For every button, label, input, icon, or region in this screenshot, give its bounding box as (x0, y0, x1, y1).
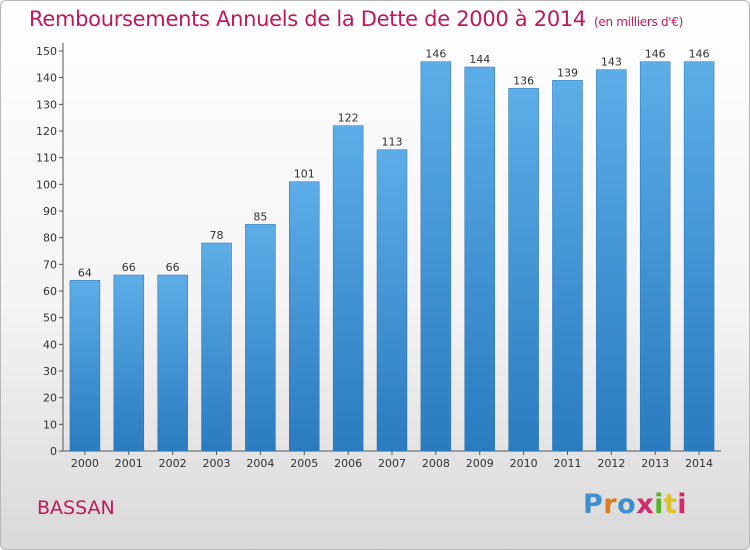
value-label-2000: 64 (78, 266, 92, 279)
logo-letter: t (663, 489, 678, 520)
bar-2008 (420, 61, 452, 452)
logo-letter: i (677, 489, 688, 520)
y-tick-label: 30 (43, 365, 57, 378)
logo-letter: o (617, 489, 637, 520)
y-tick-label: 70 (43, 258, 57, 271)
bar-2000 (69, 280, 101, 452)
x-tick-label-2001: 2001 (115, 457, 143, 470)
value-label-2014: 146 (689, 48, 710, 61)
y-tick-label: 150 (36, 45, 57, 58)
commune-name: BASSAN (37, 497, 115, 519)
logo-letter: i (654, 489, 664, 520)
value-label-2001: 66 (122, 261, 136, 274)
value-label-2011: 139 (557, 66, 578, 79)
x-tick-label-2003: 2003 (203, 457, 231, 470)
value-label-2005: 101 (294, 168, 315, 181)
bar-2005 (289, 181, 320, 452)
logo-letter: x (636, 489, 655, 520)
proxiti-logo[interactable]: Proxiti (583, 489, 687, 520)
logo-letter: P (583, 489, 604, 520)
x-tick-label-2008: 2008 (422, 457, 450, 470)
bar-2010 (508, 88, 539, 452)
x-tick-label-2005: 2005 (290, 457, 318, 470)
value-label-2003: 78 (210, 229, 224, 242)
bar-2009 (464, 66, 495, 452)
x-tick-label-2011: 2011 (553, 457, 581, 470)
logo-letter: r (603, 489, 618, 520)
value-label-2013: 146 (645, 48, 666, 61)
bar-2007 (376, 149, 408, 452)
y-tick-label: 50 (43, 312, 57, 325)
x-tick-label-2010: 2010 (510, 457, 538, 470)
bar-2012 (596, 69, 627, 452)
x-tick-label-2009: 2009 (466, 457, 494, 470)
value-label-2006: 122 (338, 112, 359, 125)
bar-2006 (332, 125, 364, 452)
x-tick-label-2014: 2014 (685, 457, 713, 470)
x-tick-label-2000: 2000 (71, 457, 99, 470)
bar-2013 (639, 61, 671, 452)
y-tick-label: 130 (36, 98, 57, 111)
chart-title-text: Remboursements Annuels de la Dette de 20… (29, 7, 586, 31)
value-label-2004: 85 (253, 210, 267, 223)
bar-2004 (245, 224, 276, 452)
y-tick-label: 40 (43, 338, 57, 351)
value-label-2007: 113 (382, 136, 403, 149)
bar-2011 (552, 80, 583, 452)
x-tick-label-2002: 2002 (159, 457, 187, 470)
y-tick-label: 10 (43, 418, 57, 431)
chart-title: Remboursements Annuels de la Dette de 20… (29, 7, 683, 31)
value-label-2002: 66 (166, 261, 180, 274)
y-tick-label: 110 (36, 152, 57, 165)
value-label-2009: 144 (469, 53, 490, 66)
y-tick-label: 140 (36, 72, 57, 85)
y-tick-label: 60 (43, 285, 57, 298)
x-tick-label-2004: 2004 (246, 457, 274, 470)
y-tick-label: 100 (36, 178, 57, 191)
x-tick-label-2007: 2007 (378, 457, 406, 470)
x-tick-label-2006: 2006 (334, 457, 362, 470)
y-tick-label: 80 (43, 232, 57, 245)
value-label-2010: 136 (513, 74, 534, 87)
bar-2001 (113, 274, 145, 452)
y-tick-label: 20 (43, 392, 57, 405)
bar-2002 (157, 274, 188, 452)
y-tick-label: 0 (50, 445, 57, 458)
x-tick-label-2013: 2013 (641, 457, 669, 470)
bar-2003 (201, 242, 232, 452)
x-tick-label-2012: 2012 (597, 457, 625, 470)
value-label-2008: 146 (425, 48, 446, 61)
y-tick-label: 90 (43, 205, 57, 218)
bar-2014 (683, 61, 715, 452)
chart-subtitle: (en milliers d'€) (594, 15, 684, 29)
y-tick-label: 120 (36, 125, 57, 138)
value-label-2012: 143 (601, 56, 622, 69)
